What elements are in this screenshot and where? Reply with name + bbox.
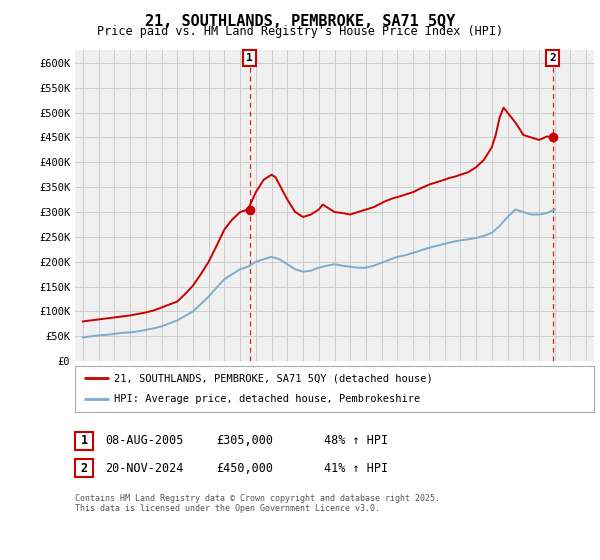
Text: 21, SOUTHLANDS, PEMBROKE, SA71 5QY: 21, SOUTHLANDS, PEMBROKE, SA71 5QY <box>145 14 455 29</box>
Text: 1: 1 <box>246 53 253 63</box>
Text: £450,000: £450,000 <box>216 461 273 475</box>
Text: 2: 2 <box>80 461 88 475</box>
Text: 20-NOV-2024: 20-NOV-2024 <box>105 461 184 475</box>
Text: Price paid vs. HM Land Registry's House Price Index (HPI): Price paid vs. HM Land Registry's House … <box>97 25 503 38</box>
Text: 41% ↑ HPI: 41% ↑ HPI <box>324 461 388 475</box>
Text: £305,000: £305,000 <box>216 434 273 447</box>
Text: Contains HM Land Registry data © Crown copyright and database right 2025.
This d: Contains HM Land Registry data © Crown c… <box>75 494 440 514</box>
Text: 21, SOUTHLANDS, PEMBROKE, SA71 5QY (detached house): 21, SOUTHLANDS, PEMBROKE, SA71 5QY (deta… <box>114 373 433 383</box>
Text: 2: 2 <box>550 53 556 63</box>
Text: 08-AUG-2005: 08-AUG-2005 <box>105 434 184 447</box>
Text: 1: 1 <box>80 434 88 447</box>
Text: 48% ↑ HPI: 48% ↑ HPI <box>324 434 388 447</box>
Text: HPI: Average price, detached house, Pembrokeshire: HPI: Average price, detached house, Pemb… <box>114 394 420 404</box>
